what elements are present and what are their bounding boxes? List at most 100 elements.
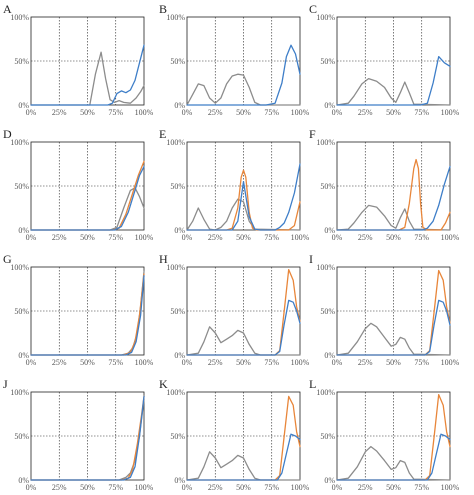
x-tick-label: 0% xyxy=(26,483,37,492)
series-line-3 xyxy=(336,433,451,481)
plot-frame xyxy=(186,141,301,231)
x-tick-label: 0% xyxy=(332,108,343,117)
panel-label-j: J xyxy=(3,377,8,391)
x-tick-label: 0% xyxy=(182,358,193,367)
series-line-1 xyxy=(30,51,145,106)
x-tick-label: 25% xyxy=(208,358,223,367)
x-tick-label: 100% xyxy=(441,358,460,367)
x-tick-label: 0% xyxy=(182,108,193,117)
y-tick-label: 100% xyxy=(166,263,185,272)
panel-k: K 0% 50% 100% 0% 25% 50% 75% 100% xyxy=(159,377,310,492)
x-tick-label: 100% xyxy=(441,233,460,242)
x-tick-label: 100% xyxy=(291,358,310,367)
x-tick-label: 50% xyxy=(80,358,95,367)
y-tick-label: 0% xyxy=(18,351,29,360)
x-tick-label: 75% xyxy=(264,233,279,242)
x-tick-label: 50% xyxy=(80,233,95,242)
panel-f: F 0% 50% 100% 0% 25% 50% 75% 100% xyxy=(309,127,460,242)
x-tick-label: 75% xyxy=(108,233,123,242)
panel-label-d: D xyxy=(3,127,12,141)
panel-d: D 0% 50% 100% 0% 25% 50% 75% 100% xyxy=(3,127,154,242)
x-tick-label: 25% xyxy=(358,233,373,242)
y-tick-label: 50% xyxy=(320,307,335,316)
x-tick-label: 0% xyxy=(182,483,193,492)
y-tick-label: 100% xyxy=(10,263,29,272)
panel-label-c: C xyxy=(309,2,317,16)
series-line-1 xyxy=(186,326,301,356)
x-tick-label: 75% xyxy=(264,108,279,117)
x-tick-label: 50% xyxy=(236,108,251,117)
y-tick-label: 0% xyxy=(18,476,29,485)
x-tick-label: 100% xyxy=(135,483,154,492)
x-tick-label: 100% xyxy=(441,108,460,117)
x-tick-label: 50% xyxy=(386,483,401,492)
x-tick-label: 75% xyxy=(108,483,123,492)
series-line-1 xyxy=(336,204,451,231)
panel-c: C 0% 50% 100% 0% 25% 50% 75% 100% xyxy=(309,2,460,117)
panel-j: J 0% 50% 100% 0% 25% 50% 75% 100% xyxy=(3,377,154,492)
panel-label-k: K xyxy=(159,377,168,391)
x-tick-label: 0% xyxy=(332,483,343,492)
y-tick-label: 100% xyxy=(316,13,335,22)
x-tick-label: 0% xyxy=(26,108,37,117)
x-tick-label: 75% xyxy=(108,358,123,367)
panel-a: A 0% 50% 100% 0% 25% 50% 75% 100% xyxy=(3,2,154,117)
x-tick-label: 25% xyxy=(208,233,223,242)
x-tick-label: 50% xyxy=(386,233,401,242)
series-line-1 xyxy=(336,322,451,356)
y-tick-label: 0% xyxy=(18,101,29,110)
x-tick-label: 100% xyxy=(135,233,154,242)
x-tick-label: 50% xyxy=(236,233,251,242)
x-tick-label: 0% xyxy=(26,233,37,242)
y-tick-label: 0% xyxy=(324,226,335,235)
series-line-1 xyxy=(186,73,301,106)
x-tick-label: 100% xyxy=(441,483,460,492)
series-line-1 xyxy=(186,198,301,231)
y-tick-label: 50% xyxy=(320,57,335,66)
x-tick-label: 25% xyxy=(208,108,223,117)
x-tick-label: 75% xyxy=(414,108,429,117)
series-line-1 xyxy=(186,451,301,481)
y-tick-label: 50% xyxy=(14,432,29,441)
series-line-3 xyxy=(30,275,145,356)
x-tick-label: 50% xyxy=(80,108,95,117)
y-tick-label: 0% xyxy=(174,226,185,235)
x-tick-label: 0% xyxy=(182,233,193,242)
panel-label-l: L xyxy=(309,377,316,391)
series-line-2 xyxy=(30,160,145,231)
series-line-3 xyxy=(186,433,301,481)
y-tick-label: 100% xyxy=(316,138,335,147)
y-tick-label: 50% xyxy=(170,182,185,191)
series-line-2 xyxy=(30,44,145,106)
y-tick-label: 100% xyxy=(166,138,185,147)
x-tick-label: 50% xyxy=(386,358,401,367)
x-tick-label: 25% xyxy=(358,108,373,117)
y-tick-label: 50% xyxy=(14,182,29,191)
panel-label-b: B xyxy=(159,2,167,16)
series-line-2 xyxy=(186,395,301,481)
y-tick-label: 100% xyxy=(316,388,335,397)
series-line-1 xyxy=(336,77,451,106)
x-tick-label: 25% xyxy=(52,358,67,367)
x-tick-label: 75% xyxy=(264,483,279,492)
x-tick-label: 100% xyxy=(135,358,154,367)
y-tick-label: 100% xyxy=(10,13,29,22)
x-tick-label: 0% xyxy=(332,233,343,242)
series-line-2 xyxy=(186,169,301,231)
y-tick-label: 0% xyxy=(174,101,185,110)
panel-label-g: G xyxy=(3,252,12,266)
y-tick-label: 0% xyxy=(174,351,185,360)
y-tick-label: 100% xyxy=(166,388,185,397)
series-line-3 xyxy=(30,165,145,231)
y-tick-label: 0% xyxy=(324,101,335,110)
x-tick-label: 75% xyxy=(414,358,429,367)
x-tick-label: 25% xyxy=(52,483,67,492)
series-line-1 xyxy=(336,445,451,481)
x-tick-label: 50% xyxy=(386,108,401,117)
series-line-3 xyxy=(186,163,301,231)
panel-label-i: I xyxy=(309,252,313,266)
x-tick-label: 25% xyxy=(208,483,223,492)
y-tick-label: 0% xyxy=(324,476,335,485)
series-line-2 xyxy=(186,44,301,106)
panel-i: I 0% 50% 100% 0% 25% 50% 75% 100% xyxy=(309,252,460,367)
